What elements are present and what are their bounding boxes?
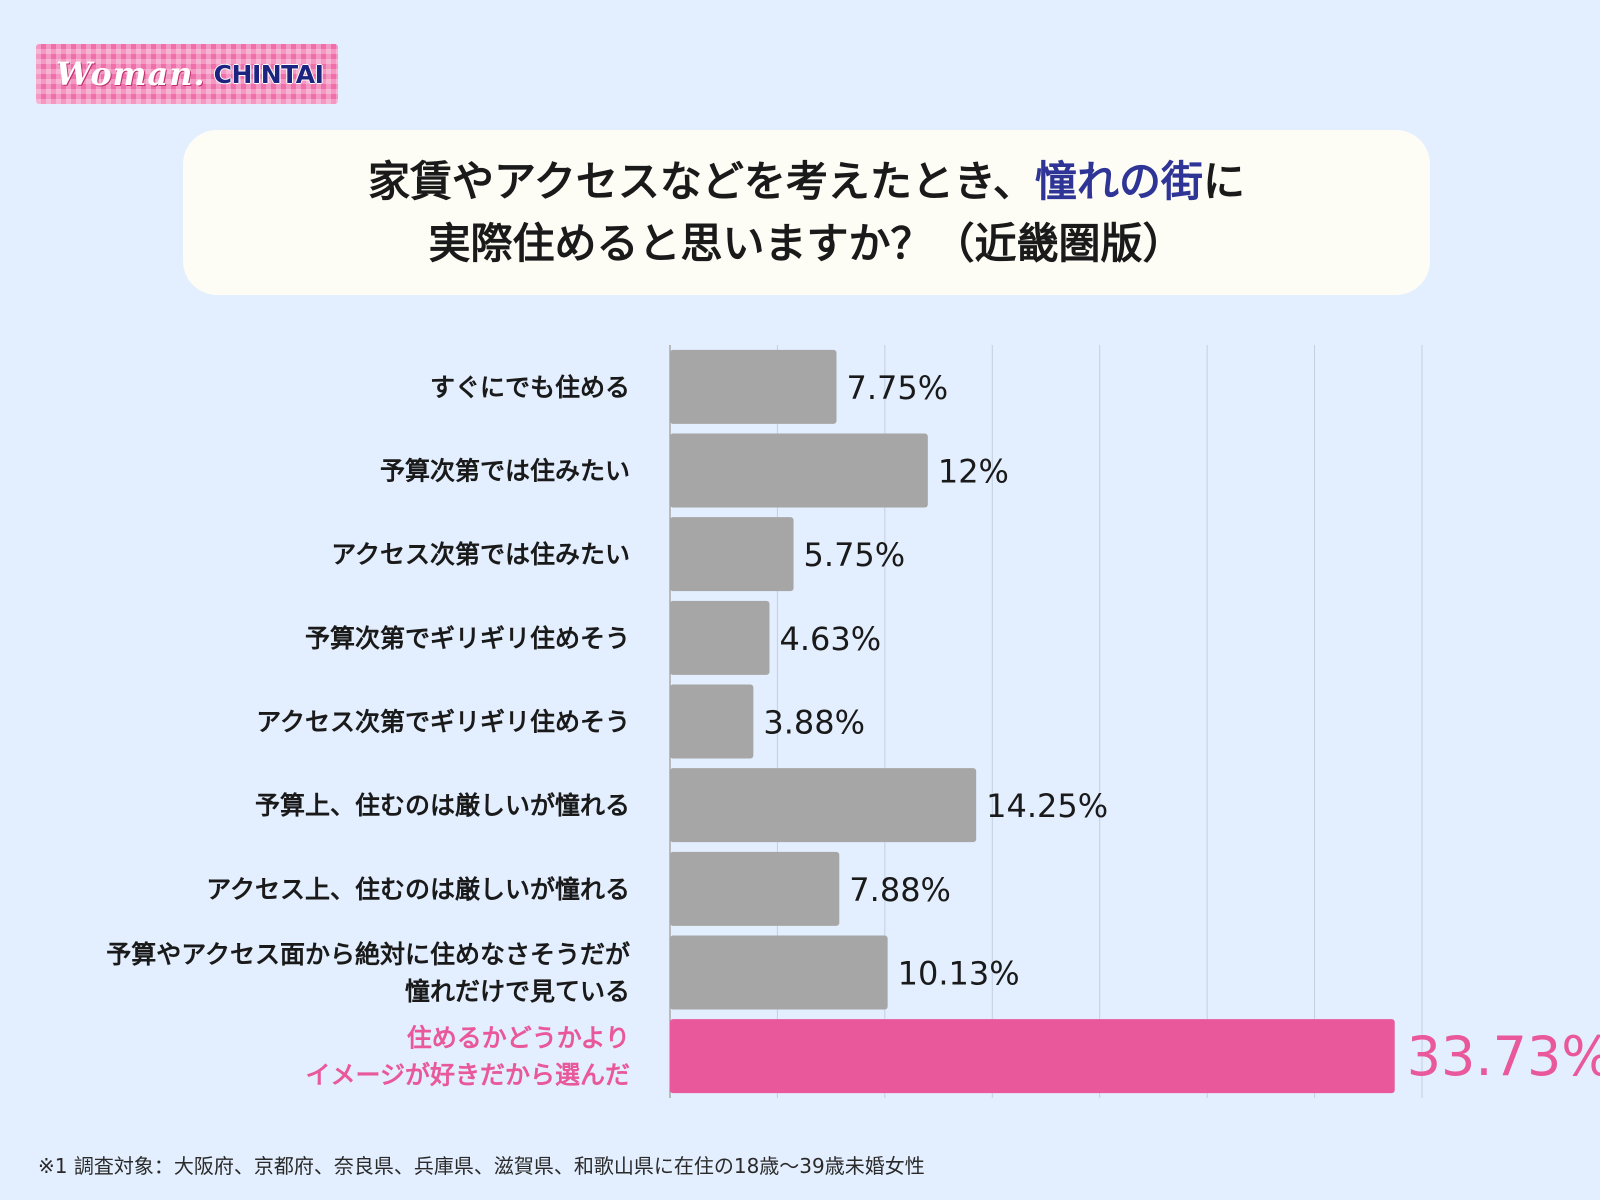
value-label: 33.73% <box>1407 1025 1600 1088</box>
category-label: アクセス上、住むのは厳しいが憧れる <box>206 875 630 904</box>
category-label-line: 憧れだけで見ている <box>405 977 630 1006</box>
title-highlight: 憧れの街 <box>1034 156 1203 206</box>
bar <box>670 851 840 926</box>
bar <box>670 433 928 508</box>
woman-chintai-logo: Woman. CHINTAI <box>36 44 338 104</box>
category-label-line: 予算次第でギリギリ住めそう <box>305 624 630 653</box>
category-label: アクセス次第では住みたい <box>331 540 630 569</box>
bar <box>670 517 794 592</box>
value-label: 7.75% <box>847 369 949 407</box>
value-label: 3.88% <box>763 704 865 742</box>
category-label-line: イメージが好きだから選んだ <box>305 1061 630 1090</box>
logo-woman-text: Woman. <box>56 55 206 93</box>
category-label: 予算上、住むのは厳しいが憧れる <box>255 791 630 820</box>
category-label-line: アクセス上、住むのは厳しいが憧れる <box>206 875 630 904</box>
bar <box>670 600 770 675</box>
value-label: 7.88% <box>849 871 951 909</box>
category-label-line: アクセス次第でギリギリ住めそう <box>256 708 630 737</box>
category-label: 予算次第でギリギリ住めそう <box>305 624 630 653</box>
title-pre: 家賃やアクセスなどを考えたとき、 <box>368 156 1035 206</box>
value-label: 14.25% <box>986 787 1108 825</box>
category-label: すぐにでも住める <box>430 373 630 402</box>
chart-title-box: 家賃やアクセスなどを考えたとき、憧れの街に 実際住めると思いますか？（近畿圏版） <box>183 130 1430 295</box>
chart-title-line-1: 家賃やアクセスなどを考えたとき、憧れの街に <box>368 151 1245 213</box>
category-label-line: 住めるかどうかより <box>407 1024 630 1053</box>
category-label: 予算やアクセス面から絶対に住めなさそうだが憧れだけで見ている <box>106 940 630 1006</box>
bar-highlight <box>670 1019 1395 1094</box>
category-label: 住めるかどうかよりイメージが好きだから選んだ <box>305 1024 630 1090</box>
logo-chintai-text: CHINTAI <box>213 59 324 89</box>
category-label: 予算次第では住みたい <box>380 457 630 486</box>
survey-footnote: ※1 調査対象：大阪府、京都府、奈良県、兵庫県、滋賀県、和歌山県に在住の18歳～… <box>38 1154 925 1178</box>
value-label: 10.13% <box>898 955 1020 993</box>
bar <box>670 768 977 843</box>
category-label-line: 予算次第では住みたい <box>380 457 630 486</box>
category-label-line: 予算やアクセス面から絶対に住めなさそうだが <box>106 940 630 969</box>
value-label: 12% <box>938 453 1009 491</box>
bar <box>670 349 837 424</box>
title-post: に <box>1202 156 1245 206</box>
category-label-line: アクセス次第では住みたい <box>331 540 630 569</box>
category-label-line: 予算上、住むのは厳しいが憧れる <box>255 791 630 820</box>
chart-title-line-2: 実際住めると思いますか？（近畿圏版） <box>428 218 1185 268</box>
value-label: 5.75% <box>804 536 906 574</box>
bar <box>670 684 754 759</box>
value-label: 4.63% <box>779 620 881 658</box>
category-label: アクセス次第でギリギリ住めそう <box>256 708 630 737</box>
category-label-line: すぐにでも住める <box>430 373 630 402</box>
bar <box>670 935 888 1010</box>
